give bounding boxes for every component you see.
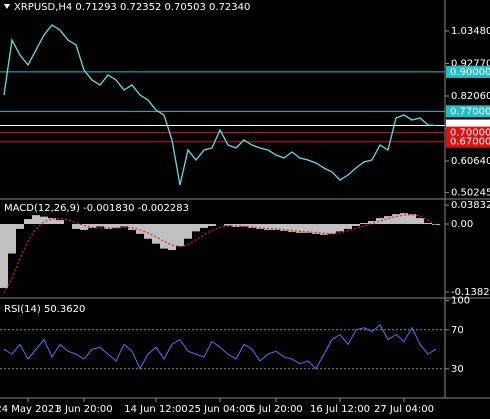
x-tick-label: 24 May 2021 bbox=[0, 404, 61, 415]
macd-bar bbox=[88, 224, 96, 228]
macd-bar bbox=[0, 224, 8, 288]
macd-bar bbox=[240, 224, 248, 227]
y-tick-label: 100 bbox=[451, 296, 470, 307]
macd-bar bbox=[384, 216, 392, 225]
macd-bar bbox=[392, 214, 400, 225]
macd-bar bbox=[16, 224, 24, 229]
macd-bar bbox=[344, 224, 352, 229]
macd-bar bbox=[144, 224, 152, 239]
level-label: 0.72340 bbox=[450, 121, 490, 132]
level-label: 0.67000 bbox=[450, 137, 490, 148]
x-tick-label: 16 Jul 12:00 bbox=[310, 404, 370, 415]
level-label: 0.90000 bbox=[450, 67, 490, 78]
x-tick-label: 14 Jun 12:00 bbox=[124, 404, 188, 415]
macd-bar bbox=[208, 224, 216, 226]
macd-bar bbox=[168, 224, 176, 251]
signal-line bbox=[3, 214, 437, 294]
y-tick-label: 30 bbox=[451, 364, 464, 375]
chart-title: XRPUSD,H4 0.71293 0.72352 0.70503 0.7234… bbox=[14, 2, 250, 13]
macd-bar bbox=[192, 224, 200, 232]
macd-bar bbox=[96, 224, 104, 227]
macd-bar bbox=[120, 224, 128, 227]
macd-bar bbox=[136, 224, 144, 234]
macd-bar bbox=[104, 224, 112, 229]
level-label-bg bbox=[446, 126, 490, 139]
macd-bar bbox=[352, 224, 360, 226]
macd-bar bbox=[80, 224, 88, 230]
macd-bar bbox=[160, 224, 168, 249]
macd-bar bbox=[128, 224, 136, 230]
y-tick-label: 1.03480 bbox=[451, 26, 490, 37]
level-label: 0.70000 bbox=[450, 128, 490, 139]
level-label-bg bbox=[446, 135, 490, 148]
x-tick-label: 3 Jun 20:00 bbox=[55, 404, 112, 415]
macd-bar bbox=[176, 224, 184, 247]
y-tick-label: 0.82060 bbox=[451, 91, 490, 102]
macd-bar bbox=[32, 215, 40, 225]
macd-bar bbox=[312, 224, 320, 234]
y-tick-label: 0.00 bbox=[451, 219, 473, 230]
level-label: 0.77000 bbox=[450, 106, 490, 117]
macd-bar bbox=[40, 216, 48, 225]
x-tick-label: 27 Jul 04:00 bbox=[374, 404, 434, 415]
y-tick-label: -0.138252 bbox=[451, 287, 490, 298]
macd-bar bbox=[200, 224, 208, 228]
macd-bar bbox=[288, 224, 296, 232]
y-tick-label: 70 bbox=[451, 325, 464, 336]
macd-bar bbox=[72, 224, 80, 229]
macd-bar bbox=[248, 224, 256, 228]
macd-bar bbox=[328, 224, 336, 234]
x-tick-label: 5 Jul 20:00 bbox=[249, 404, 303, 415]
macd-bar bbox=[432, 224, 440, 225]
pane-title: RSI(14) 50.3620 bbox=[4, 304, 85, 315]
macd-bar bbox=[368, 221, 376, 225]
y-tick-label: 0.92770 bbox=[451, 59, 490, 70]
macd-bar bbox=[336, 224, 344, 232]
level-label-bg bbox=[446, 105, 490, 118]
macd-bar bbox=[376, 218, 384, 225]
rsi-line bbox=[3, 324, 437, 370]
macd-bar bbox=[112, 224, 120, 228]
macd-bar bbox=[224, 224, 232, 226]
macd-bar bbox=[272, 224, 280, 230]
macd-bar bbox=[184, 224, 192, 239]
macd-bar bbox=[56, 220, 64, 225]
pane-title: MACD(12,26,9) -0.001830 -0.002283 bbox=[4, 203, 189, 214]
price-line bbox=[3, 24, 437, 186]
macd-bar bbox=[416, 218, 424, 225]
level-label-bg bbox=[446, 65, 490, 78]
macd-bar bbox=[48, 218, 56, 225]
macd-bar bbox=[256, 224, 264, 229]
y-tick-label: 0.60640 bbox=[451, 156, 490, 167]
macd-bar bbox=[8, 224, 16, 254]
macd-bar bbox=[264, 224, 272, 230]
macd-bar bbox=[320, 224, 328, 235]
macd-bar bbox=[360, 223, 368, 225]
macd-bar bbox=[304, 224, 312, 233]
macd-bar bbox=[400, 213, 408, 225]
macd-bar bbox=[280, 224, 288, 231]
macd-bar bbox=[424, 223, 432, 225]
y-tick-label: 0.50245 bbox=[451, 188, 490, 199]
y-tick-label: 0.038326 bbox=[451, 200, 490, 211]
menu-arrow bbox=[4, 4, 10, 9]
x-tick-label: 25 Jun 04:00 bbox=[188, 404, 252, 415]
macd-bar bbox=[152, 224, 160, 244]
macd-bar bbox=[296, 224, 304, 233]
macd-bar bbox=[408, 214, 416, 225]
macd-bar bbox=[24, 219, 32, 225]
